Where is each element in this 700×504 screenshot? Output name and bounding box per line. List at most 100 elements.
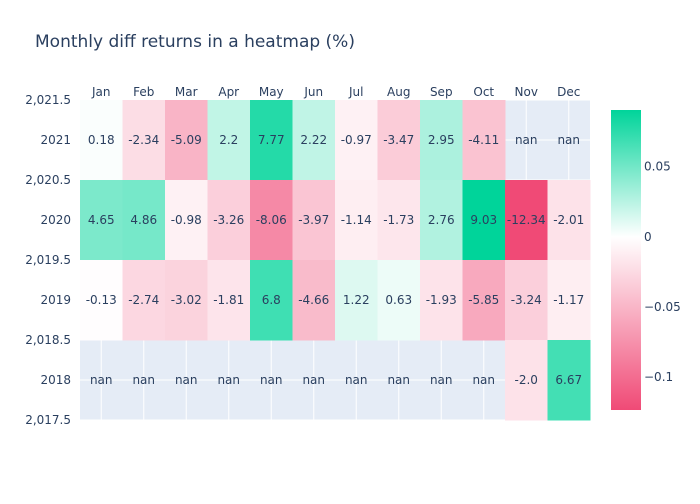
cell-label: -0.98 — [171, 213, 202, 227]
heatmap-cell — [462, 180, 506, 261]
heatmap-cell — [80, 100, 123, 181]
x-tick-label: Jul — [348, 85, 363, 99]
cell-label: 2.95 — [428, 133, 455, 147]
colorbar-gradient — [611, 110, 641, 410]
x-tick-label: Jan — [91, 85, 111, 99]
cell-label: nan — [430, 373, 453, 387]
chart-title: Monthly diff returns in a heatmap (%) — [35, 32, 355, 52]
heatmap-cell — [250, 180, 293, 261]
cell-label: -8.06 — [256, 213, 287, 227]
cell-label: 0.18 — [88, 133, 115, 147]
cell-label: 9.03 — [470, 213, 497, 227]
x-tick-label: Apr — [218, 85, 239, 99]
cell-label: 6.8 — [262, 293, 281, 307]
cell-label: 4.86 — [130, 213, 157, 227]
cell-label: -2.74 — [128, 293, 159, 307]
heatmap-cell — [462, 260, 506, 341]
cell-label: 4.65 — [88, 213, 115, 227]
cell-label: nan — [472, 373, 495, 387]
cell-label: nan — [515, 133, 538, 147]
heatmap-cell — [335, 180, 378, 261]
x-tick-label: Jun — [303, 85, 323, 99]
heatmap-cell — [462, 100, 506, 181]
heatmap-cell — [122, 180, 166, 261]
x-tick-label: May — [259, 85, 284, 99]
heatmap-cell — [420, 180, 463, 261]
cell-label: -2.0 — [515, 373, 538, 387]
heatmap-cell — [420, 260, 463, 341]
cell-label: -5.09 — [171, 133, 202, 147]
cell-label: 7.77 — [258, 133, 285, 147]
colorbar-tick-label: −0.1 — [644, 370, 673, 384]
heatmap-cell — [250, 100, 293, 181]
heatmap-cell — [122, 100, 166, 181]
cell-label: 0.63 — [385, 293, 412, 307]
cell-label: nan — [175, 373, 198, 387]
x-tick-label: Mar — [175, 85, 198, 99]
heatmap-cell — [165, 100, 208, 181]
heatmap-cell — [547, 260, 591, 341]
cell-label: -3.24 — [511, 293, 542, 307]
heatmap-cell — [505, 340, 548, 421]
y-tick-label: 2,018.5 — [25, 333, 71, 347]
cell-label: nan — [217, 373, 240, 387]
x-tick-label: Nov — [515, 85, 538, 99]
heatmap-cells — [80, 100, 591, 421]
heatmap-cell — [122, 260, 166, 341]
heatmap-cell — [505, 260, 548, 341]
y-tick-label: 2020 — [40, 213, 71, 227]
cell-label: -12.34 — [507, 213, 546, 227]
cell-label: -1.93 — [426, 293, 457, 307]
heatmap-cell — [335, 100, 378, 181]
y-tick-label: 2,019.5 — [25, 253, 71, 267]
heatmap-cell — [547, 180, 591, 261]
cell-label: -2.34 — [128, 133, 159, 147]
cell-label: -3.97 — [298, 213, 329, 227]
heatmap-cell — [207, 260, 251, 341]
y-tick-label: 2019 — [40, 293, 71, 307]
colorbar-tick-label: 0.05 — [644, 160, 671, 174]
heatmap-cell — [335, 260, 378, 341]
cell-label: -0.13 — [86, 293, 117, 307]
cell-label: nan — [132, 373, 155, 387]
cell-label: nan — [387, 373, 410, 387]
cell-label: 6.67 — [555, 373, 582, 387]
cell-label: -3.26 — [213, 213, 244, 227]
cell-label: -1.73 — [383, 213, 414, 227]
cell-label: -0.97 — [341, 133, 372, 147]
heatmap-cell — [207, 100, 251, 181]
heatmap-cell — [250, 260, 293, 341]
heatmap-cell — [292, 180, 336, 261]
heatmap-cell — [292, 100, 336, 181]
y-tick-label: 2,021.5 — [25, 93, 71, 107]
cell-label: -3.47 — [383, 133, 414, 147]
cell-label: nan — [557, 133, 580, 147]
x-tick-label: Oct — [473, 85, 494, 99]
y-tick-label: 2018 — [40, 373, 71, 387]
heatmap-cell — [80, 260, 123, 341]
cell-label: -1.14 — [341, 213, 372, 227]
y-tick-label: 2,017.5 — [25, 413, 71, 427]
cell-label: -3.02 — [171, 293, 202, 307]
cell-label: nan — [302, 373, 325, 387]
x-axis: Jan Feb Mar Apr May Jun Jul Aug Sep Oct Nov Dec — [91, 85, 580, 99]
heatmap-cell — [377, 180, 421, 261]
cell-label: nan — [260, 373, 283, 387]
heatmap-cell — [165, 260, 208, 341]
colorbar-tick-label: −0.05 — [644, 300, 681, 314]
heatmap-cell — [420, 100, 463, 181]
x-tick-label: Sep — [430, 85, 453, 99]
heatmap-cell — [80, 180, 123, 261]
cell-label: 2.2 — [219, 133, 238, 147]
cell-label: -1.81 — [213, 293, 244, 307]
heatmap-cell — [377, 260, 421, 341]
cell-label: -4.66 — [298, 293, 329, 307]
heatmap-cell — [207, 180, 251, 261]
cell-label: 2.22 — [300, 133, 327, 147]
colorbar-tick-label: 0 — [644, 230, 652, 244]
x-tick-label: Aug — [387, 85, 410, 99]
x-tick-label: Dec — [557, 85, 580, 99]
cell-label: -5.85 — [468, 293, 499, 307]
